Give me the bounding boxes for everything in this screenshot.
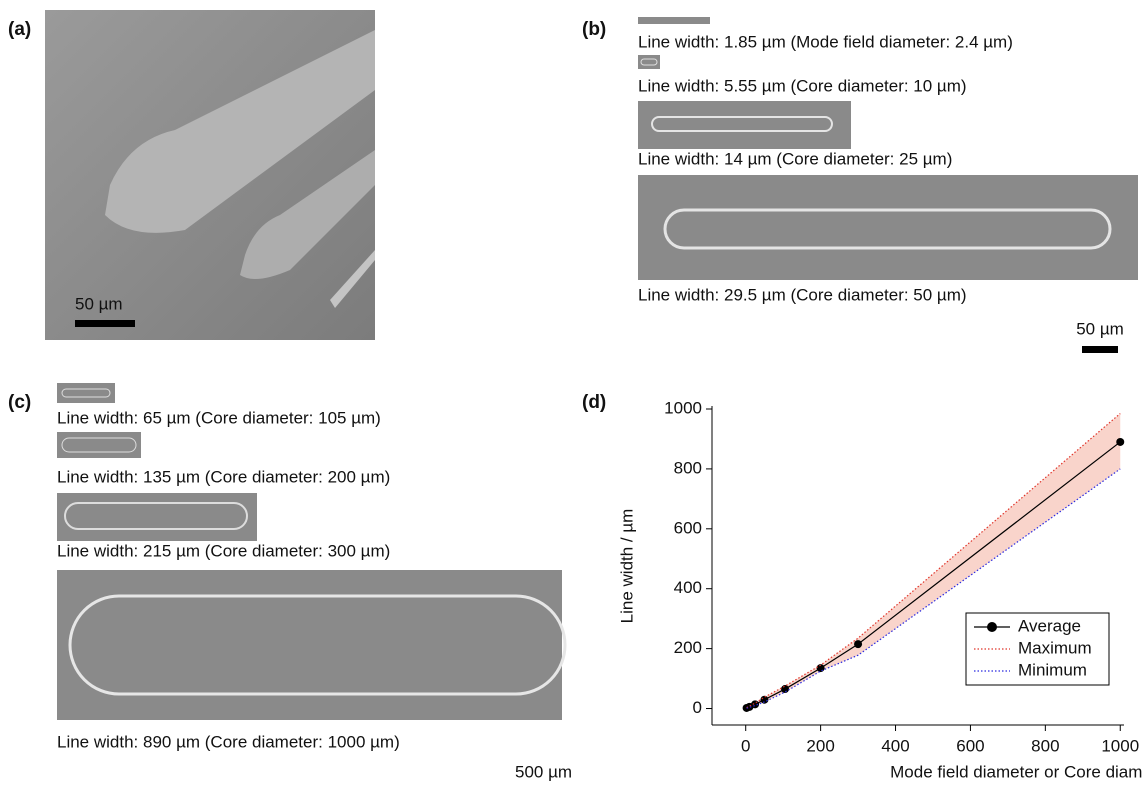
line-outline [663,208,1112,250]
line-outline [61,437,137,453]
x-tick-label: 600 [956,736,984,755]
y-tick-label: 200 [674,638,702,657]
panel-label: (a) [8,19,31,40]
caption: Line width: 215 µm (Core diameter: 300 µ… [57,541,390,560]
y-tick-label: 600 [674,518,702,537]
fiber-shape [330,250,375,308]
line-outline [640,58,658,66]
caption: Line width: 5.55 µm (Core diameter: 10 µ… [638,76,967,95]
series-line [746,468,1121,709]
caption: Line width: 1.85 µm (Mode field diameter… [638,32,1013,51]
legend-label: Minimum [1018,660,1087,679]
x-axis-title: Mode field diameter or Core diameter / µ… [890,762,1143,781]
sem-image [638,101,851,149]
scale-bar-label: 50 µm [1076,319,1124,338]
sem-image [638,175,1138,280]
y-tick-label: 0 [693,698,702,717]
line-outline [61,388,111,398]
caption: Line width: 14 µm (Core diameter: 25 µm) [638,149,952,168]
legend-label: Maximum [1018,638,1092,657]
sem-image [57,570,562,720]
caption: Line width: 135 µm (Core diameter: 200 µ… [57,467,390,486]
fiber-shape [105,30,375,233]
sem-image [57,383,115,403]
scale-bar [1082,346,1118,353]
y-tick-label: 400 [674,578,702,597]
data-point [760,695,769,704]
sem-image [638,55,660,69]
y-axis-title: Line width / µm [617,509,636,624]
x-tick-label: 200 [806,736,834,755]
series-line [746,413,1121,709]
x-tick-label: 400 [881,736,909,755]
caption: Line width: 29.5 µm (Core diameter: 50 µ… [638,285,967,304]
sem-image [57,432,141,458]
legend-label: Average [1018,616,1081,635]
y-tick-label: 1000 [664,398,702,417]
panel-label: (c) [8,392,31,413]
sem-image [638,17,710,24]
fiber-shape [240,150,375,279]
caption: Line width: 65 µm (Core diameter: 105 µm… [57,408,381,427]
line-outline [68,594,567,696]
data-point [1116,437,1125,446]
line-outline [64,502,248,530]
scale-bar-label: 50 µm [75,294,123,313]
y-tick-label: 800 [674,458,702,477]
caption: Line width: 890 µm (Core diameter: 1000 … [57,732,400,751]
data-point [781,685,790,694]
scale-bar [75,320,135,327]
legend-marker [987,622,997,632]
sem-image [57,493,257,541]
scale-bar-label: 500 µm [515,762,572,781]
data-point [854,640,863,649]
x-tick-label: 1000 [1101,736,1139,755]
x-tick-label: 0 [741,736,750,755]
line-outline [651,116,833,132]
panel-label: (d) [582,392,606,413]
panel-label: (b) [582,19,606,40]
x-tick-label: 800 [1031,736,1059,755]
